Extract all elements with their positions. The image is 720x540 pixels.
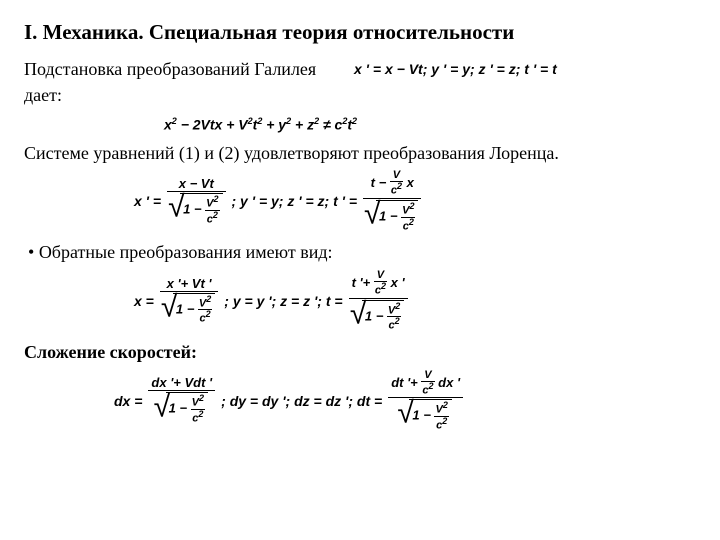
page-title: I. Механика. Специальная теория относите… [24, 20, 696, 45]
galileo-row: Подстановка преобразований Галилея дает:… [24, 55, 696, 110]
p1-line1: Подстановка преобразований Галилея [24, 59, 354, 81]
p1-line2: дает: [24, 85, 354, 107]
lorentz-eq: x ' = x − Vt 1 − V2c2 ; y ' = y; z ' = z… [134, 170, 696, 232]
p2: Системе уравнений (1) и (2) удовлетворяю… [24, 143, 696, 165]
p4: Сложение скоростей: [24, 342, 696, 364]
inverse-eq: x = x '+ Vt ' 1 − V2c2 ; y = y '; z = z … [134, 270, 696, 332]
velocity-add-eq: dx = dx '+ Vdt ' 1 − V2c2 ; dy = dy '; d… [114, 370, 696, 432]
quadratic-eq: x2 − 2Vtx + V2t2 + y2 + z2 ≠ c2t2 [164, 116, 696, 133]
galileo-eq: x ' = x − Vt; y ' = y; z ' = z; t ' = t [354, 55, 557, 77]
p3: Обратные преобразования имеют вид: [28, 242, 696, 264]
